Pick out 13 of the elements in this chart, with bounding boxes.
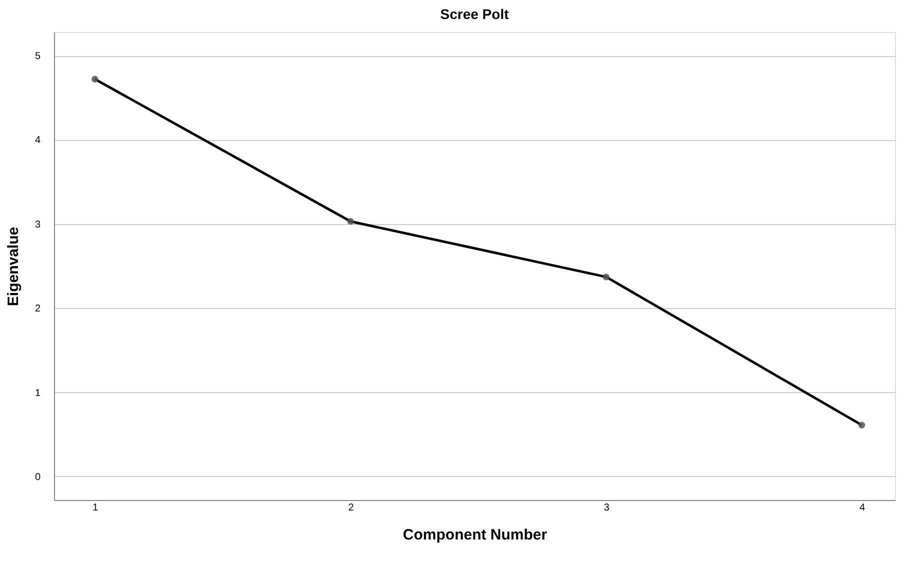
x-tick-label: 1: [92, 502, 99, 514]
y-tick-label: 0: [34, 472, 41, 483]
y-axis-title: Eigenvalue: [4, 226, 22, 306]
x-axis-title: Component Number: [402, 526, 548, 544]
x-tick-label: 3: [604, 502, 610, 514]
x-tick-label: 4: [859, 502, 866, 514]
y-tick-label: 2: [34, 304, 41, 315]
chart-title: Scree Polt: [440, 6, 510, 22]
y-tick-label: 5: [34, 51, 41, 62]
y-tick-label: 3: [34, 219, 41, 230]
y-tick-label: 4: [34, 135, 41, 146]
x-tick-label: 2: [348, 502, 354, 514]
y-tick-label: 1: [34, 388, 41, 399]
